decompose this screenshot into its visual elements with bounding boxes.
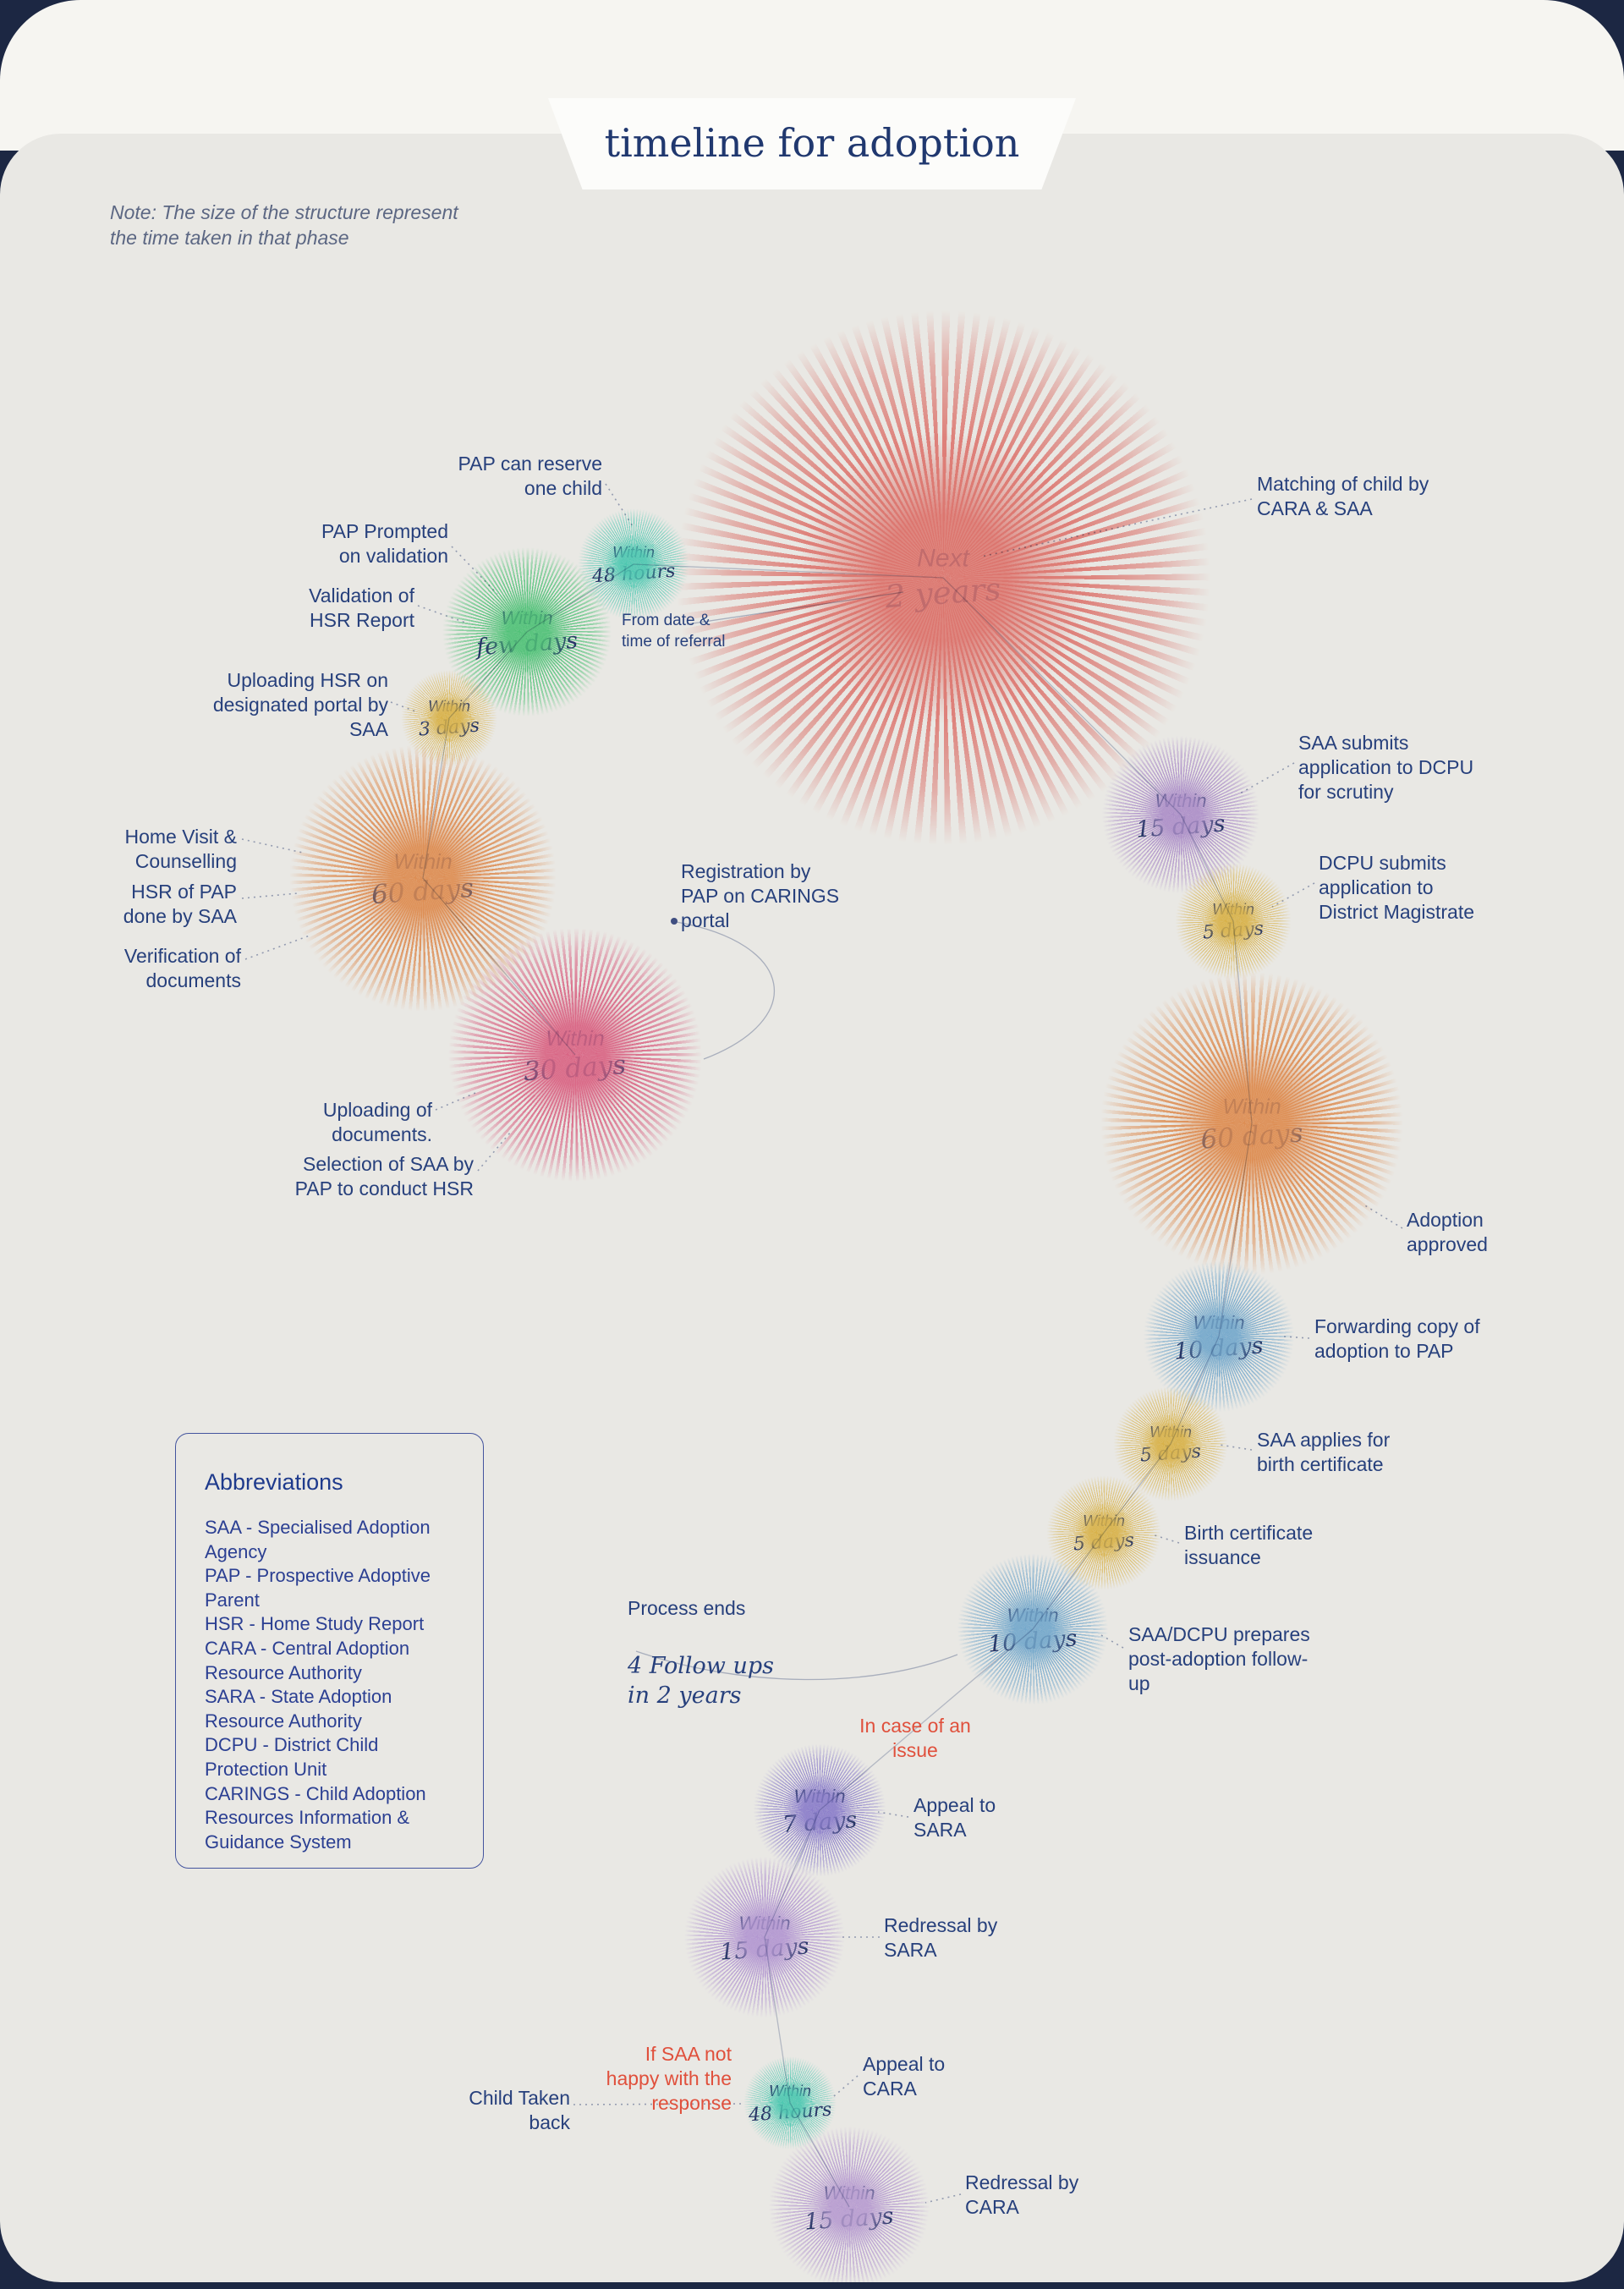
abbreviation-item: DCPU - District Child Protection Unit bbox=[205, 1734, 379, 1780]
phase-duration: Within 30 days bbox=[523, 1026, 628, 1087]
annotation-birth-certificate-issuance: Birth certificate issuance bbox=[1184, 1522, 1314, 1569]
abbreviations-box: Abbreviations SAA - Specialised Adoption… bbox=[175, 1433, 484, 1869]
phase-burst-appeal-cara: Within 48 hours bbox=[743, 2056, 837, 2150]
title-ribbon bbox=[548, 98, 1076, 189]
abbreviations-title: Abbreviations bbox=[205, 1469, 343, 1495]
annotation-saa-submits: SAA submits application to DCPU for scru… bbox=[1298, 732, 1474, 804]
phase-duration: Within 60 days bbox=[1199, 1095, 1304, 1155]
annotation-appeal-to-cara: Appeal to CARA bbox=[863, 2053, 946, 2100]
phase-duration: Within 15 days bbox=[804, 2182, 895, 2236]
phase-burst-adoption-approval: Within 60 days bbox=[1098, 969, 1407, 1278]
phase-burst-appeal-sara: Within 7 days bbox=[752, 1743, 887, 1878]
phase-burst-post-adoption-follow-up: Within 10 days bbox=[956, 1552, 1110, 1706]
phase-burst-birth-certificate-issue: Within 5 days bbox=[1045, 1474, 1162, 1591]
process-ends-label: Process ends bbox=[628, 1597, 746, 1620]
phase-burst-birth-certificate-apply: Within 5 days bbox=[1112, 1386, 1229, 1502]
phase-burst-forwarding-copy: Within 10 days bbox=[1142, 1260, 1296, 1413]
phase-duration: Within 10 days bbox=[987, 1604, 1078, 1658]
annotation-from-date: From date & time of referral bbox=[622, 612, 726, 650]
phase-burst-redressal-sara: Within 15 days bbox=[683, 1855, 847, 2019]
annotation-pap-prompted: PAP Prompted on validation bbox=[321, 520, 448, 568]
phase-burst-redressal-cara: Within 15 days bbox=[767, 2125, 931, 2289]
annotation-selection-saa: Selection of SAA by PAP to conduct HSR bbox=[294, 1153, 474, 1200]
annotation-hsr-of-pap: HSR of PAP done by SAA bbox=[123, 881, 237, 928]
abbreviation-item: HSR - Home Study Report bbox=[205, 1613, 425, 1635]
annotation-registration: Registration by PAP on CARINGS portal bbox=[681, 860, 840, 932]
annotation-dcpu-submits: DCPU submits application to District Mag… bbox=[1319, 852, 1475, 924]
annotation-redressal-by-sara: Redressal by SARA bbox=[884, 1914, 998, 1962]
annotation-verification: Verification of documents bbox=[123, 945, 241, 992]
annotation-in-case-of-issue: In case of an issue bbox=[859, 1715, 971, 1762]
annotation-process-ends: Process ends 4 Follow ups in 2 years bbox=[628, 1572, 774, 1735]
annotation-pap-can-reserve: PAP can reserve one child bbox=[458, 453, 602, 500]
phase-burst-home-study: Within 60 days bbox=[287, 742, 559, 1014]
annotation-matching-child: Matching of child by CARA & SAA bbox=[1257, 473, 1429, 520]
page-title: timeline for adoption bbox=[604, 120, 1020, 166]
size-note: Note: The size of the structure represen… bbox=[110, 201, 458, 250]
phase-duration: Within 5 days bbox=[1202, 901, 1265, 944]
abbreviation-item: SAA - Specialised Adoption Agency bbox=[205, 1517, 431, 1562]
annotation-appeal-to-sara: Appeal to SARA bbox=[914, 1794, 996, 1842]
annotation-home-visit: Home Visit & Counselling bbox=[124, 826, 237, 873]
annotation-follow-up-preparation: SAA/DCPU prepares post-adoption follow- … bbox=[1128, 1623, 1310, 1695]
annotation-saa-applies-birth-certificate: SAA applies for birth certificate bbox=[1257, 1429, 1391, 1476]
phase-burst-pap-reserve: Within 48 hours bbox=[577, 508, 690, 621]
annotation-uploading-hsr: Uploading HSR on designated portal by SA… bbox=[212, 669, 388, 741]
phase-burst-dcpu-scrutiny: Within 15 days bbox=[1100, 734, 1261, 895]
phase-burst-child-matching: Next 2 years bbox=[671, 305, 1216, 851]
abbreviation-item: PAP - Prospective Adoptive Parent bbox=[205, 1565, 431, 1611]
annotation-forwarding-copy: Forwarding copy of adoption to PAP bbox=[1314, 1315, 1480, 1363]
annotation-if-saa-not-happy: If SAA not happy with the response bbox=[606, 2043, 732, 2115]
process-ends-script: 4 Follow ups in 2 years bbox=[628, 1652, 775, 1709]
phase-duration: Within 15 days bbox=[719, 1912, 810, 1966]
phase-burst-hsr-validation: Within few days bbox=[441, 546, 613, 718]
phase-burst-registration-documents: Within 30 days bbox=[446, 925, 705, 1184]
annotation-validation-hsr: Validation of HSR Report bbox=[309, 585, 414, 632]
abbreviation-item: SARA - State Adoption Resource Authority bbox=[205, 1686, 392, 1732]
abbreviation-item: CARA - Central Adoption Resource Authori… bbox=[205, 1637, 410, 1683]
annotation-uploading-docs: Uploading of documents. bbox=[322, 1099, 432, 1146]
annotation-redressal-by-cara: Redressal by CARA bbox=[965, 2171, 1079, 2219]
phase-burst-district-magistrate: Within 5 days bbox=[1174, 862, 1292, 980]
abbreviation-item: CARINGS - Child Adoption Resources Infor… bbox=[205, 1782, 426, 1853]
annotation-adoption-approved: Adoption approved bbox=[1407, 1209, 1488, 1256]
annotation-child-taken-back: Child Taken back bbox=[469, 2087, 570, 2134]
